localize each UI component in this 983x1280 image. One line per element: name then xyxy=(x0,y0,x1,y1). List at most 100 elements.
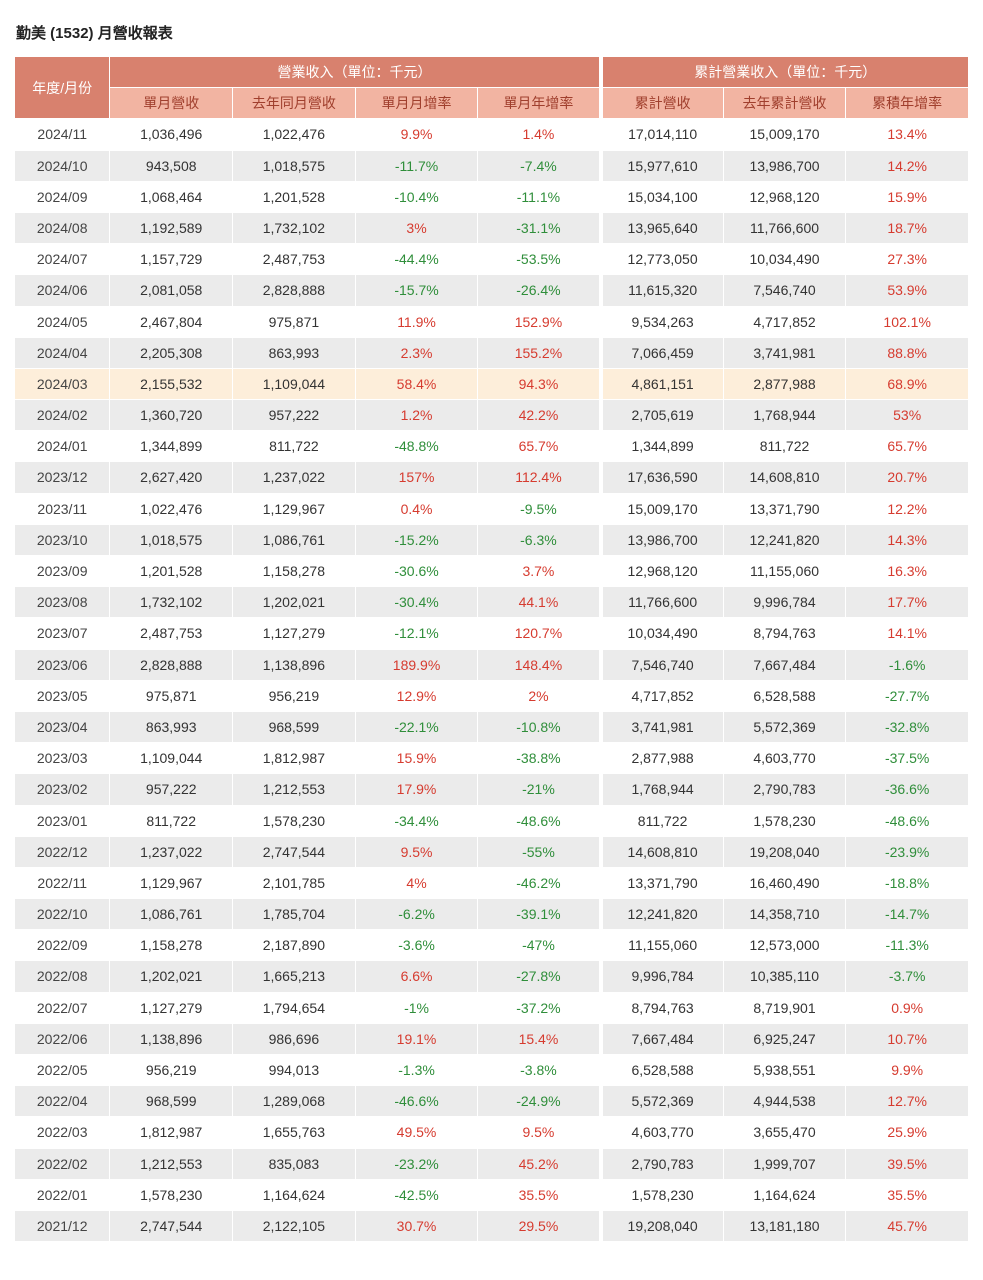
value-cell: 3,741,981 xyxy=(722,336,847,369)
table-row[interactable]: 2024/10 943,508 1,018,575 -11.7% -7.4% 15,977… xyxy=(13,149,969,182)
value-cell: 6,528,588 xyxy=(722,679,847,712)
percent-cell: 44.1% xyxy=(477,586,602,619)
value-cell: 1,812,987 xyxy=(232,742,356,775)
table-row[interactable]: 2023/12 2,627,420 1,237,022 157% 112.4% 17,63… xyxy=(13,461,969,494)
table-head: 年度/月份 營業收入（單位：千元） 累計營業收入（單位：千元） 單月營收 去年同月營收單… xyxy=(13,55,969,120)
table-row[interactable]: 2023/07 2,487,753 1,127,279 -12.1% 120.7% 10,… xyxy=(13,617,969,650)
table-row[interactable]: 2024/04 2,205,308 863,993 2.3% 155.2% 7,066,4… xyxy=(13,336,969,369)
percent-cell: 1.2% xyxy=(354,399,479,432)
value-cell: 835,083 xyxy=(232,1147,356,1180)
value-cell: 9,996,784 xyxy=(598,960,724,993)
value-cell: 4,944,538 xyxy=(722,1085,847,1118)
table-row[interactable]: 2024/02 1,360,720 957,222 1.2% 42.2% 2,705,61… xyxy=(13,399,969,432)
table-row[interactable]: 2024/09 1,068,464 1,201,528 -10.4% -11.1% 15,… xyxy=(13,180,969,213)
table-row[interactable]: 2022/07 1,127,279 1,794,654 -1% -37.2% 8,794,… xyxy=(13,991,969,1024)
table-row[interactable]: 2024/01 1,344,899 811,722 -48.8% 65.7% 1,344,… xyxy=(13,430,969,463)
value-cell: 1,127,279 xyxy=(109,991,234,1024)
table-row[interactable]: 2022/05 956,219 994,013 -1.3% -3.8% 6,528,588… xyxy=(13,1053,969,1087)
value-cell: 3,741,981 xyxy=(598,710,724,744)
table-row[interactable]: 2024/11 1,036,496 1,022,476 9.9% 1.4% 17,014,… xyxy=(13,118,969,151)
table-row[interactable]: 2022/10 1,086,761 1,785,704 -6.2% -39.1% 12,2… xyxy=(13,898,969,931)
table-row[interactable]: 2023/04 863,993 968,599 -22.1% -10.8% 3,741,9… xyxy=(13,710,969,744)
percent-cell: -30.4% xyxy=(354,586,479,619)
month-cell: 2024/09 xyxy=(13,180,111,213)
table-row[interactable]: 2022/12 1,237,022 2,747,544 9.5% -55% 14,608,… xyxy=(13,835,969,868)
percent-cell: 15.4% xyxy=(477,1022,602,1056)
percent-cell: -21% xyxy=(477,773,602,806)
value-cell: 2,790,783 xyxy=(722,773,847,806)
table-row[interactable]: 2024/08 1,192,589 1,732,102 3% -31.1% 13,965,… xyxy=(13,211,969,245)
table-row[interactable]: 2022/01 1,578,230 1,164,624 -42.5% 35.5% 1,57… xyxy=(13,1178,969,1211)
percent-cell: 12.2% xyxy=(845,492,969,525)
table-row[interactable]: 2023/11 1,022,476 1,129,967 0.4% -9.5% 15,009… xyxy=(13,492,969,525)
value-cell: 811,722 xyxy=(598,804,724,837)
month-cell: 2024/07 xyxy=(13,243,111,276)
percent-cell: 49.5% xyxy=(354,1116,479,1149)
value-cell: 2,155,532 xyxy=(109,367,234,401)
percent-cell: -10.4% xyxy=(354,180,479,213)
table-row[interactable]: 2022/09 1,158,278 2,187,890 -3.6% -47% 11,155… xyxy=(13,929,969,962)
table-row[interactable]: 2023/06 2,828,888 1,138,896 189.9% 148.4% 7,5… xyxy=(13,648,969,681)
table-row[interactable]: 2023/10 1,018,575 1,086,761 -15.2% -6.3% 13,9… xyxy=(13,523,969,557)
percent-cell: 35.5% xyxy=(477,1178,602,1211)
value-cell: 1,732,102 xyxy=(109,586,234,619)
table-row[interactable]: 2022/02 1,212,553 835,083 -23.2% 45.2% 2,790,… xyxy=(13,1147,969,1180)
table-row[interactable]: 2023/01 811,722 1,578,230 -34.4% -48.6% 811,7… xyxy=(13,804,969,837)
table-row[interactable]: 2022/06 1,138,896 986,696 19.1% 15.4% 7,667,4… xyxy=(13,1022,969,1056)
value-cell: 1,768,944 xyxy=(722,399,847,432)
percent-cell: 120.7% xyxy=(477,617,602,650)
table-row[interactable]: 2022/04 968,599 1,289,068 -46.6% -24.9% 5,572… xyxy=(13,1085,969,1118)
month-cell: 2023/03 xyxy=(13,742,111,775)
percent-cell: -42.5% xyxy=(354,1178,479,1211)
percent-cell: 6.6% xyxy=(354,960,479,993)
value-cell: 1,109,044 xyxy=(232,367,356,401)
value-cell: 1,018,575 xyxy=(232,149,356,182)
value-cell: 14,358,710 xyxy=(722,898,847,931)
month-cell: 2024/02 xyxy=(13,399,111,432)
month-cell: 2022/01 xyxy=(13,1178,111,1211)
month-cell: 2024/06 xyxy=(13,274,111,307)
table-row[interactable]: 2022/11 1,129,967 2,101,785 4% -46.2% 13,371,… xyxy=(13,866,969,900)
percent-cell: -38.8% xyxy=(477,742,602,775)
table-row[interactable]: 2024/05 2,467,804 975,871 11.9% 152.9% 9,534,… xyxy=(13,305,969,338)
table-row[interactable]: 2024/06 2,081,058 2,828,888 -15.7% -26.4% 11,… xyxy=(13,274,969,307)
value-cell: 968,599 xyxy=(232,710,356,744)
table-row[interactable]: 2022/03 1,812,987 1,655,763 49.5% 9.5% 4,603,… xyxy=(13,1116,969,1149)
percent-cell: -14.7% xyxy=(845,898,969,931)
value-cell: 863,993 xyxy=(232,336,356,369)
table-row[interactable]: 2023/03 1,109,044 1,812,987 15.9% -38.8% 2,87… xyxy=(13,742,969,775)
value-cell: 2,790,783 xyxy=(598,1147,724,1180)
value-cell: 8,719,901 xyxy=(722,991,847,1024)
value-cell: 15,977,610 xyxy=(598,149,724,182)
table-row[interactable]: 2022/08 1,202,021 1,665,213 6.6% -27.8% 9,996… xyxy=(13,960,969,993)
month-cell: 2023/02 xyxy=(13,773,111,806)
value-cell: 1,129,967 xyxy=(232,492,356,525)
percent-cell: 58.4% xyxy=(354,367,479,401)
table-row[interactable]: 2023/08 1,732,102 1,202,021 -30.4% 44.1% 11,7… xyxy=(13,586,969,619)
percent-cell: 148.4% xyxy=(477,648,602,681)
table-row[interactable]: 2021/12 2,747,544 2,122,105 30.7% 29.5% 19,20… xyxy=(13,1209,969,1243)
page-title: 勤美 (1532) 月營收報表 xyxy=(16,25,173,42)
value-cell: 811,722 xyxy=(722,430,847,463)
percent-cell: -11.3% xyxy=(845,929,969,962)
table-row[interactable]: 2023/09 1,201,528 1,158,278 -30.6% 3.7% 12,96… xyxy=(13,554,969,588)
table-row[interactable]: 2024/07 1,157,729 2,487,753 -44.4% -53.5% 12,… xyxy=(13,243,969,276)
value-cell: 7,066,459 xyxy=(598,336,724,369)
value-cell: 12,241,820 xyxy=(722,523,847,557)
table-row[interactable]: 2023/02 957,222 1,212,553 17.9% -21% 1,768,94… xyxy=(13,773,969,806)
value-cell: 975,871 xyxy=(109,679,234,712)
value-cell: 13,965,640 xyxy=(598,211,724,245)
table-body: 2024/11 1,036,496 1,022,476 9.9% 1.4% 17,014,… xyxy=(13,118,969,1243)
table-row[interactable]: 2024/03 2,155,532 1,109,044 58.4% 94.3% 4,861… xyxy=(13,367,969,401)
value-cell: 1,794,654 xyxy=(232,991,356,1024)
table-row[interactable]: 2023/05 975,871 956,219 12.9% 2% 4,717,852 6,5… xyxy=(13,679,969,712)
value-cell: 1,202,021 xyxy=(109,960,234,993)
value-cell: 1,655,763 xyxy=(232,1116,356,1149)
month-cell: 2023/10 xyxy=(13,523,111,557)
value-cell: 4,603,770 xyxy=(598,1116,724,1149)
value-cell: 1,578,230 xyxy=(109,1178,234,1211)
percent-cell: 10.7% xyxy=(845,1022,969,1056)
percent-cell: -11.1% xyxy=(477,180,602,213)
percent-cell: 20.7% xyxy=(845,461,969,494)
value-cell: 7,546,740 xyxy=(722,274,847,307)
